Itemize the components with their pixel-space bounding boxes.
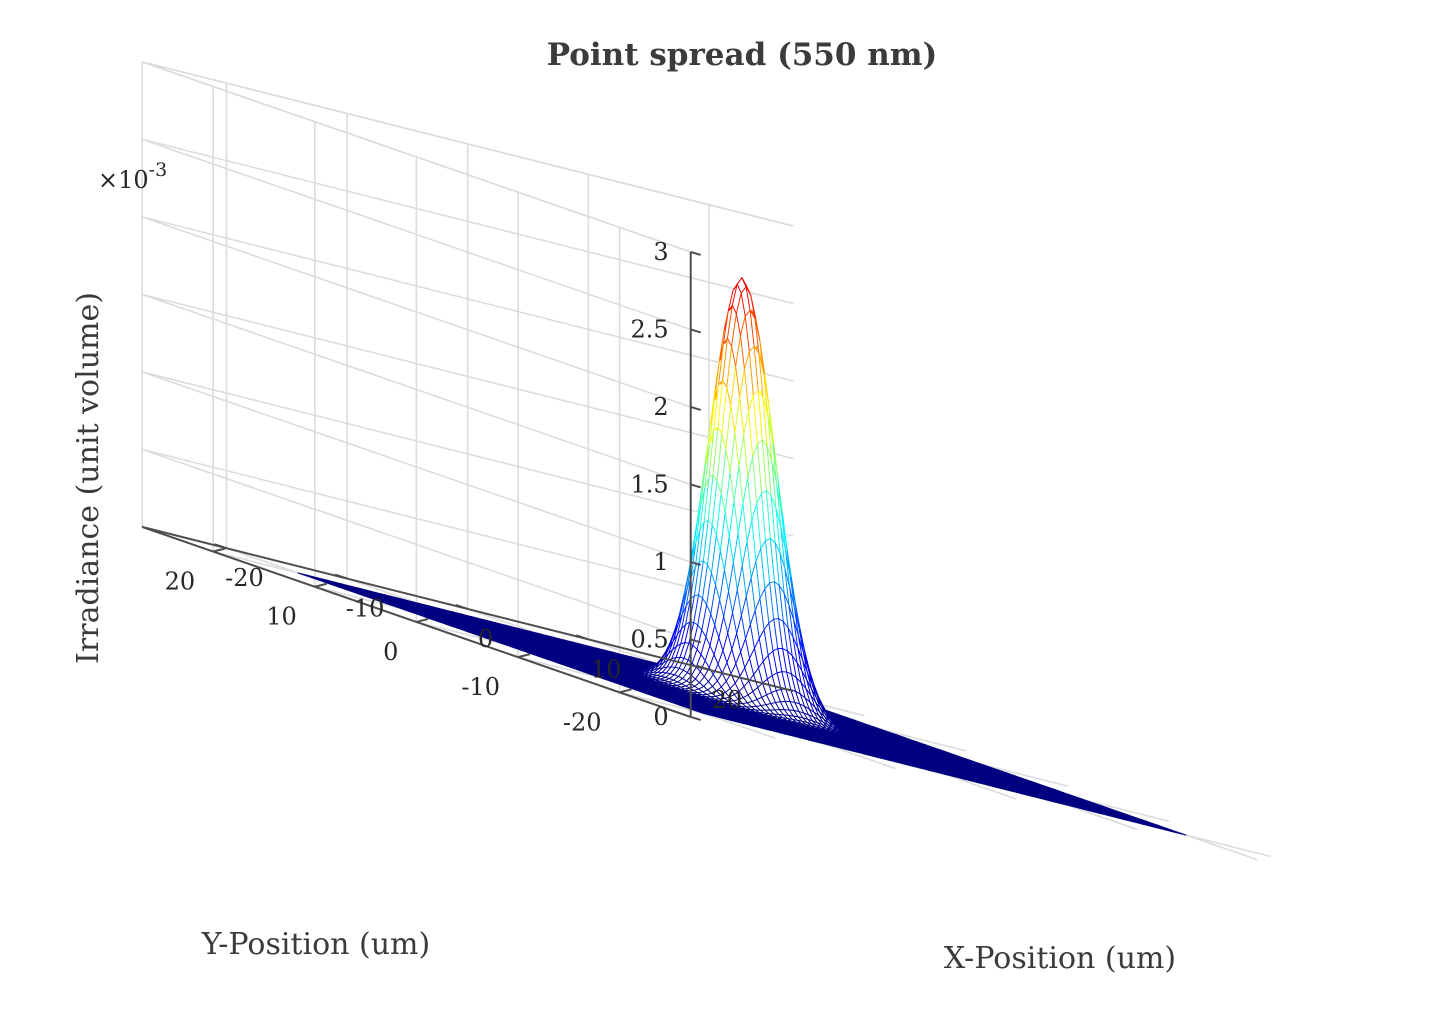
y-gridline-3 (313, 121, 967, 752)
box-top-edge (141, 61, 794, 253)
psf-surface-mesh (297, 276, 1187, 836)
